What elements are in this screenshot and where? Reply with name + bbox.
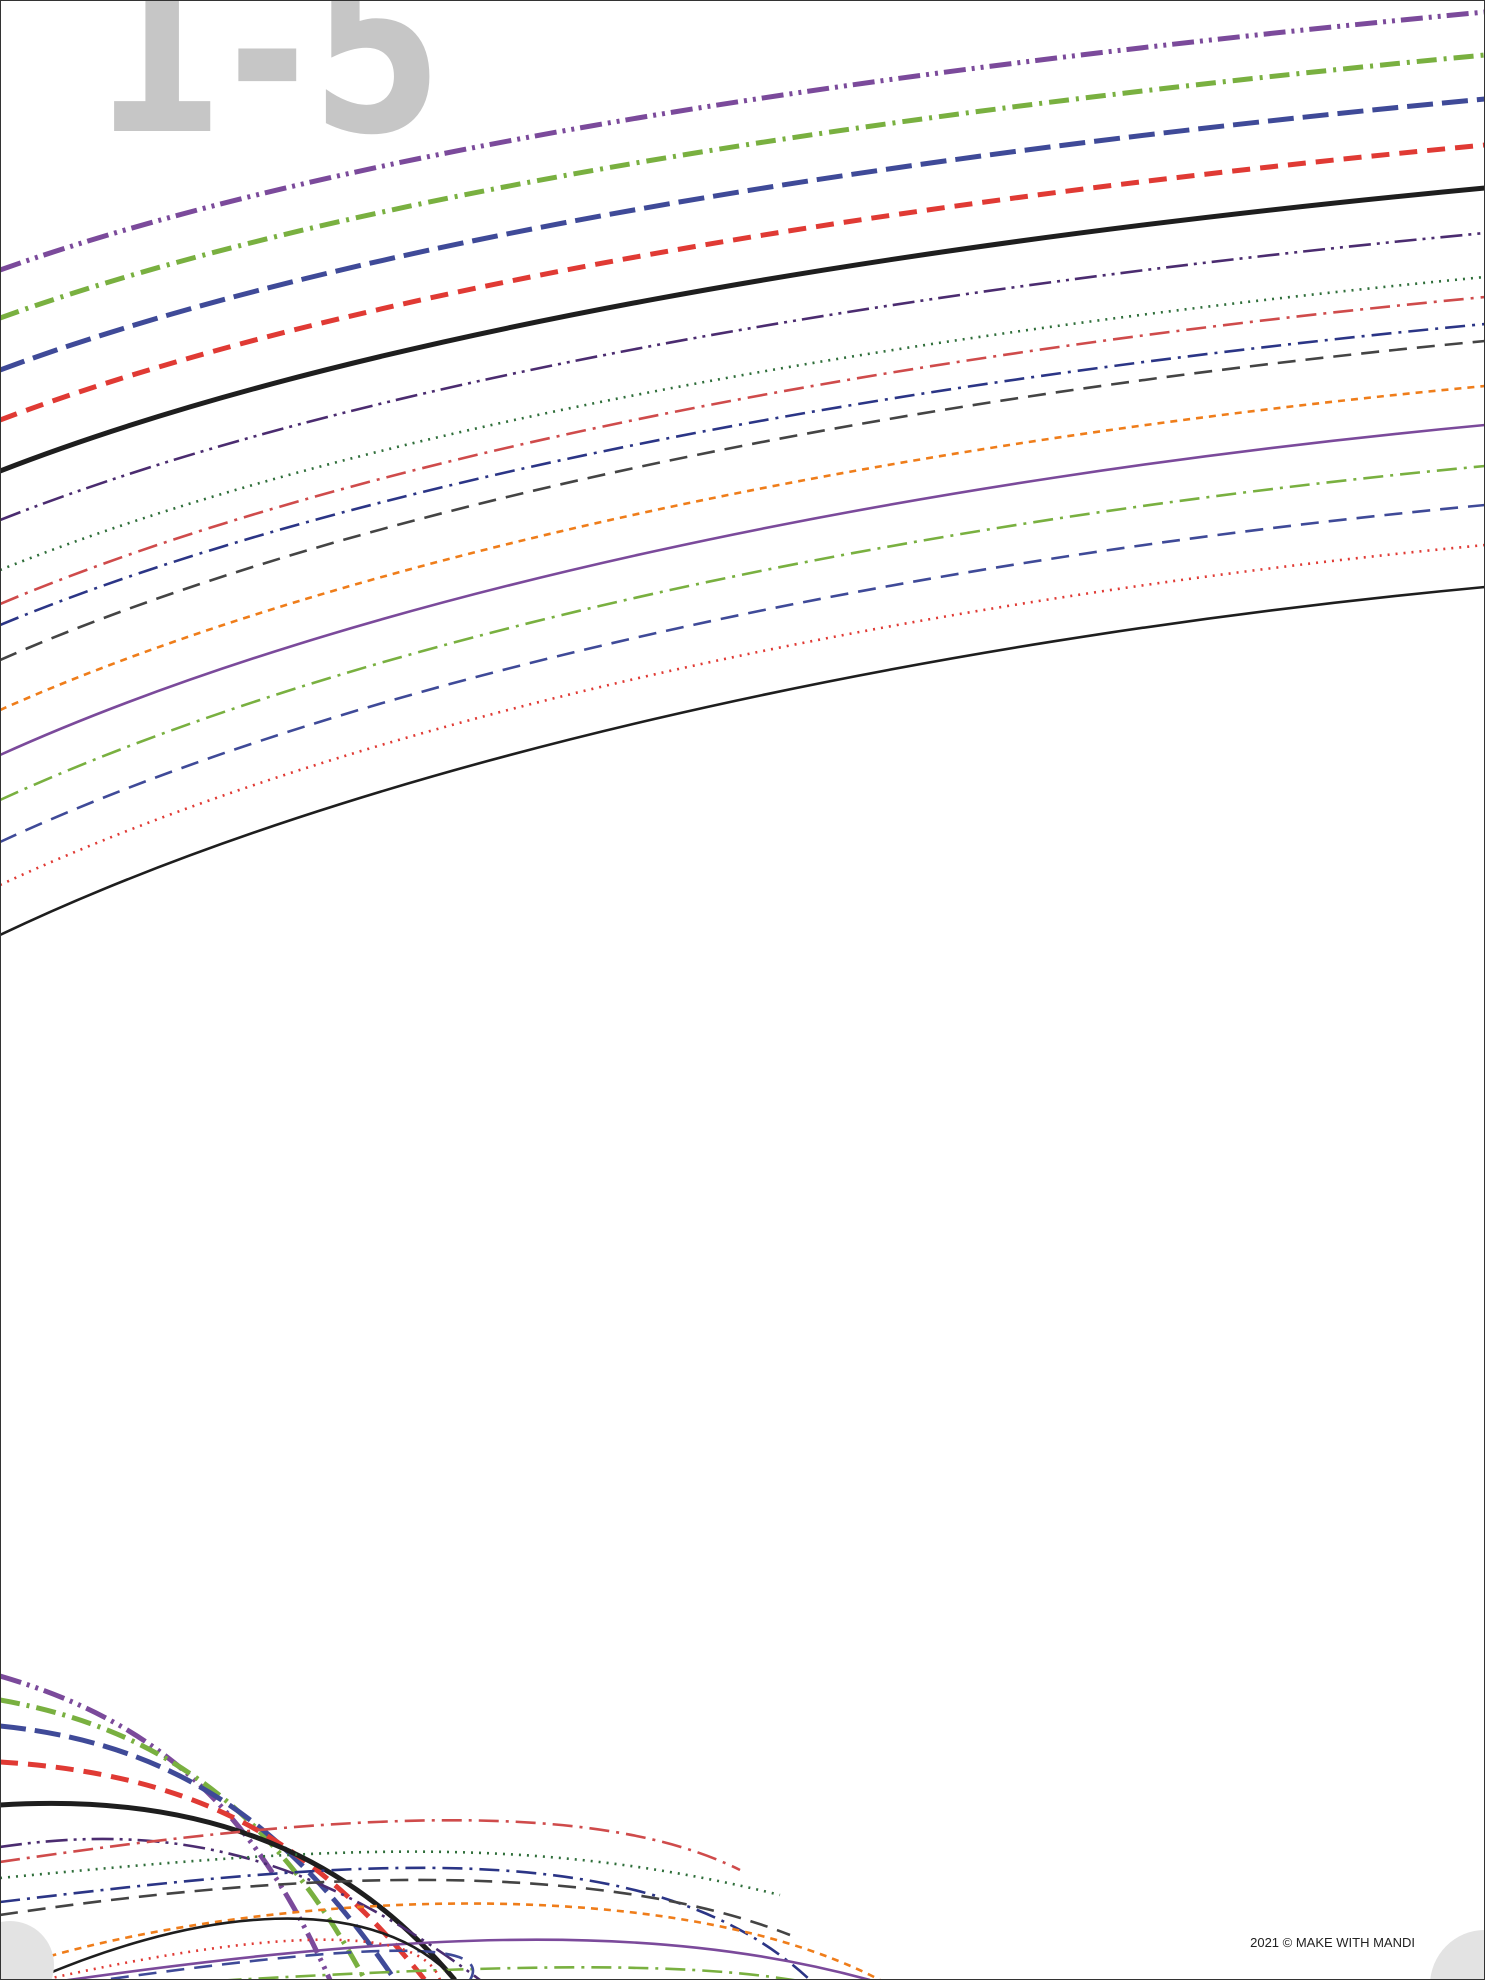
bottom-curve-group [0,1673,881,1980]
size-5-line-lower [0,1800,457,1980]
size-14-line-lower [93,1949,475,1980]
size-4-line-upper [0,142,1485,423]
size-3-line-lower [0,1723,398,1980]
size-11-line-upper [0,384,1485,712]
size-16-line-lower [29,1917,458,1980]
size-16-line-upper [0,585,1485,937]
size-5-line-upper [0,185,1485,474]
top-curve-group [0,9,1485,937]
size-range-label: 1-5 [92,0,448,186]
size-12-line-upper [0,423,1485,757]
size-13-line-upper [0,464,1485,802]
size-9-line-lower [0,1866,811,1980]
size-6-line-upper [0,231,1485,522]
size-4-line-lower [0,1759,427,1980]
size-11-line-lower [0,1902,881,1980]
left-corner-tab [0,1921,54,1980]
size-7-line-upper [0,275,1485,572]
size-3-line-upper [0,96,1485,373]
size-14-line-upper [0,503,1485,844]
size-7-line-lower [0,1850,781,1897]
size-15-line-upper [0,543,1485,887]
copyright-notice: 2021 © MAKE WITH MANDI [1250,1935,1415,1950]
size-8-line-upper [0,295,1485,606]
size-2-line-upper [0,52,1485,321]
size-8-line-lower [0,1818,741,1872]
size-10-line-upper [0,339,1485,662]
size-10-line-lower [0,1878,791,1937]
size-2-line-lower [0,1697,368,1980]
size-1-line-upper [0,9,1485,273]
right-corner-tab [1430,1930,1485,1980]
size-12-line-lower [59,1938,871,1980]
size-9-line-upper [0,322,1485,627]
